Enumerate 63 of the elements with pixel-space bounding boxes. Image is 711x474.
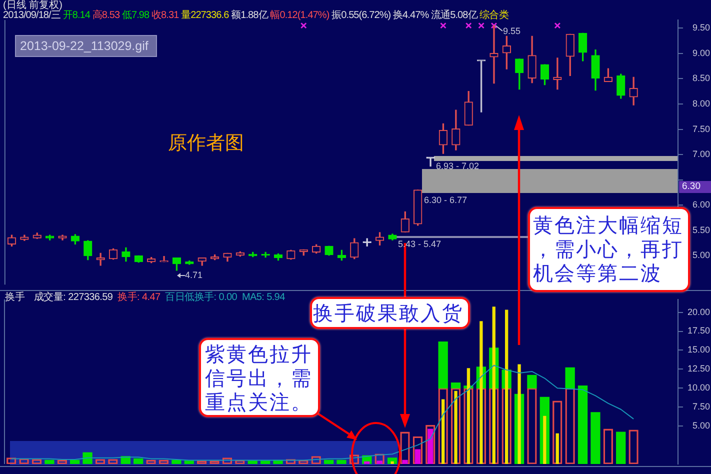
y-tick-label: 12.50 — [687, 364, 710, 374]
y-tick-label: 9.50 — [692, 22, 710, 33]
chart-title: 换手 — [5, 292, 25, 303]
y-tick-label: 6.00 — [692, 200, 710, 210]
y-tick-label: 8.50 — [692, 73, 710, 84]
bar — [70, 460, 80, 464]
annotation: 原作者图 — [168, 132, 244, 154]
annotation: 换手破果敢入货 — [310, 297, 470, 329]
annotation: 紫黄色拉升信号出，需重点关注。 — [199, 338, 320, 417]
bar — [466, 368, 470, 464]
annotation: 6.30 - 6.77 — [424, 195, 468, 205]
bar — [504, 310, 508, 464]
y-tick-label: 9.00 — [692, 48, 710, 58]
y-tick-label: 7.50 — [692, 124, 710, 134]
bar — [492, 306, 496, 464]
bar — [518, 364, 521, 464]
bar — [454, 390, 458, 464]
y-tick-label: 5.00 — [692, 420, 710, 431]
text: (日线 前复权) — [3, 0, 62, 11]
bar — [248, 460, 258, 464]
bar — [428, 428, 434, 464]
bar — [324, 460, 334, 464]
bar — [82, 452, 92, 464]
y-tick-label: 5.50 — [692, 224, 710, 235]
annotation: 9.55 — [503, 26, 521, 36]
bar — [364, 461, 370, 464]
bar — [402, 460, 408, 464]
bar — [260, 460, 270, 464]
bar — [590, 412, 600, 464]
y-tick-label: 7.00 — [692, 149, 710, 160]
bar — [184, 460, 194, 464]
bar — [565, 367, 575, 388]
bar — [543, 416, 546, 464]
bar — [376, 460, 382, 464]
bar — [578, 386, 588, 464]
bar — [134, 458, 144, 464]
y-tick-label: 8.00 — [692, 98, 710, 108]
y-tick-label: 20.00 — [687, 306, 710, 317]
bar — [44, 460, 54, 464]
bar — [556, 433, 559, 464]
y-tick-label: 17.50 — [687, 326, 710, 336]
bar — [450, 382, 461, 388]
bar — [527, 374, 537, 388]
y-tick-label: 7.50 — [692, 402, 710, 412]
text: 2013/09/18/三 开8.14 高8.53 低7.98 收8.31 量227336.6 额1.88亿 幅0.12(1.47%) 振0.55(6.72%) 换4.47% 流通5.08亿 综合类 — [3, 10, 508, 21]
bar — [336, 460, 346, 464]
bar — [442, 399, 445, 464]
annotation: 4.71 — [185, 270, 203, 280]
annotation: 5.43 - 5.47 — [398, 239, 442, 249]
bar — [390, 461, 394, 464]
annotation: 黄色注大幅缩短，需小心，再打机会等第二波 — [528, 207, 690, 292]
annotation: 6.93 - 7.02 — [436, 161, 480, 171]
text: 6.30 — [679, 181, 711, 193]
bar — [438, 342, 448, 388]
bar — [414, 449, 421, 464]
bar — [480, 321, 483, 464]
y-tick-label: 10.00 — [687, 382, 710, 393]
bar — [172, 460, 182, 464]
chart-subtitle: 成交量: 227336.59 换手: 4.47 百日低换手: 0.00 MA5: 5.94 — [34, 292, 285, 303]
bar — [616, 432, 626, 464]
annotation: 2013-09-22_113029.gif — [15, 35, 157, 57]
y-tick-label: 15.00 — [687, 344, 710, 355]
y-tick-label: 5.00 — [692, 250, 710, 260]
